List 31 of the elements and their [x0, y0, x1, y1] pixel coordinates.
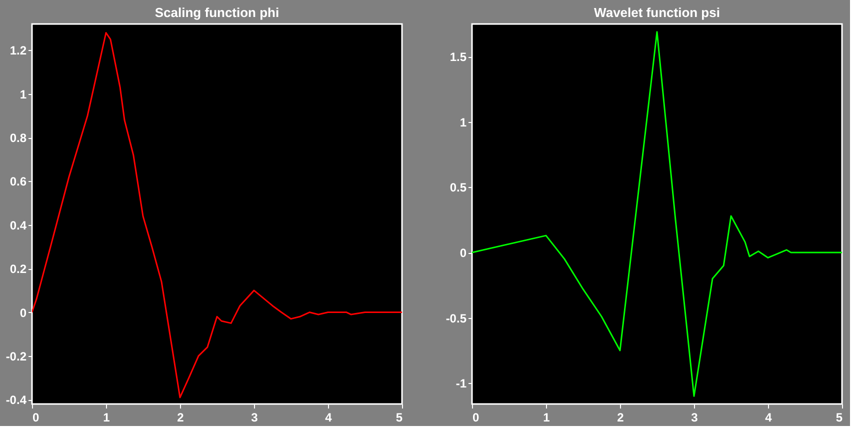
- x-tick-label: 1: [543, 410, 550, 424]
- y-tick-label: -0.2: [6, 349, 27, 364]
- y-tick-label: 0.2: [10, 262, 27, 276]
- y-tick-label: -0.5: [446, 311, 467, 326]
- x-tick-label: 3: [251, 410, 258, 424]
- x-tick-label: 5: [396, 410, 403, 424]
- x-tick-label: 2: [177, 410, 184, 424]
- x-tick-label: 2: [617, 410, 624, 424]
- y-tick-label: 0.6: [10, 174, 27, 189]
- x-tick-label: 0: [472, 410, 480, 424]
- y-tick-label: -1: [456, 376, 467, 391]
- y-tick-label: 0.4: [10, 218, 27, 232]
- chart-title: Wavelet function psi: [594, 5, 720, 20]
- y-tick-label: 1: [20, 87, 27, 102]
- y-tick-label: 0: [460, 246, 467, 260]
- x-tick-label: 4: [765, 410, 772, 424]
- x-tick-label: 5: [836, 410, 843, 424]
- y-tick-label: 1.2: [10, 44, 27, 58]
- x-tick-label: 1: [103, 410, 110, 424]
- x-tick-label: 3: [691, 410, 698, 424]
- chart-title: Scaling function phi: [154, 5, 280, 20]
- y-tick-label: 0.5: [450, 180, 467, 195]
- line-series: [32, 32, 402, 398]
- x-tick-label: 0: [32, 410, 40, 424]
- y-tick-label: 1: [460, 115, 467, 130]
- y-tick-label: 0: [20, 306, 27, 320]
- x-tick-label: 4: [325, 410, 332, 424]
- y-tick-label: -0.4: [6, 393, 27, 408]
- y-tick-label: 1.5: [450, 50, 467, 64]
- line-series: [472, 31, 842, 397]
- y-tick-label: 0.8: [10, 131, 27, 146]
